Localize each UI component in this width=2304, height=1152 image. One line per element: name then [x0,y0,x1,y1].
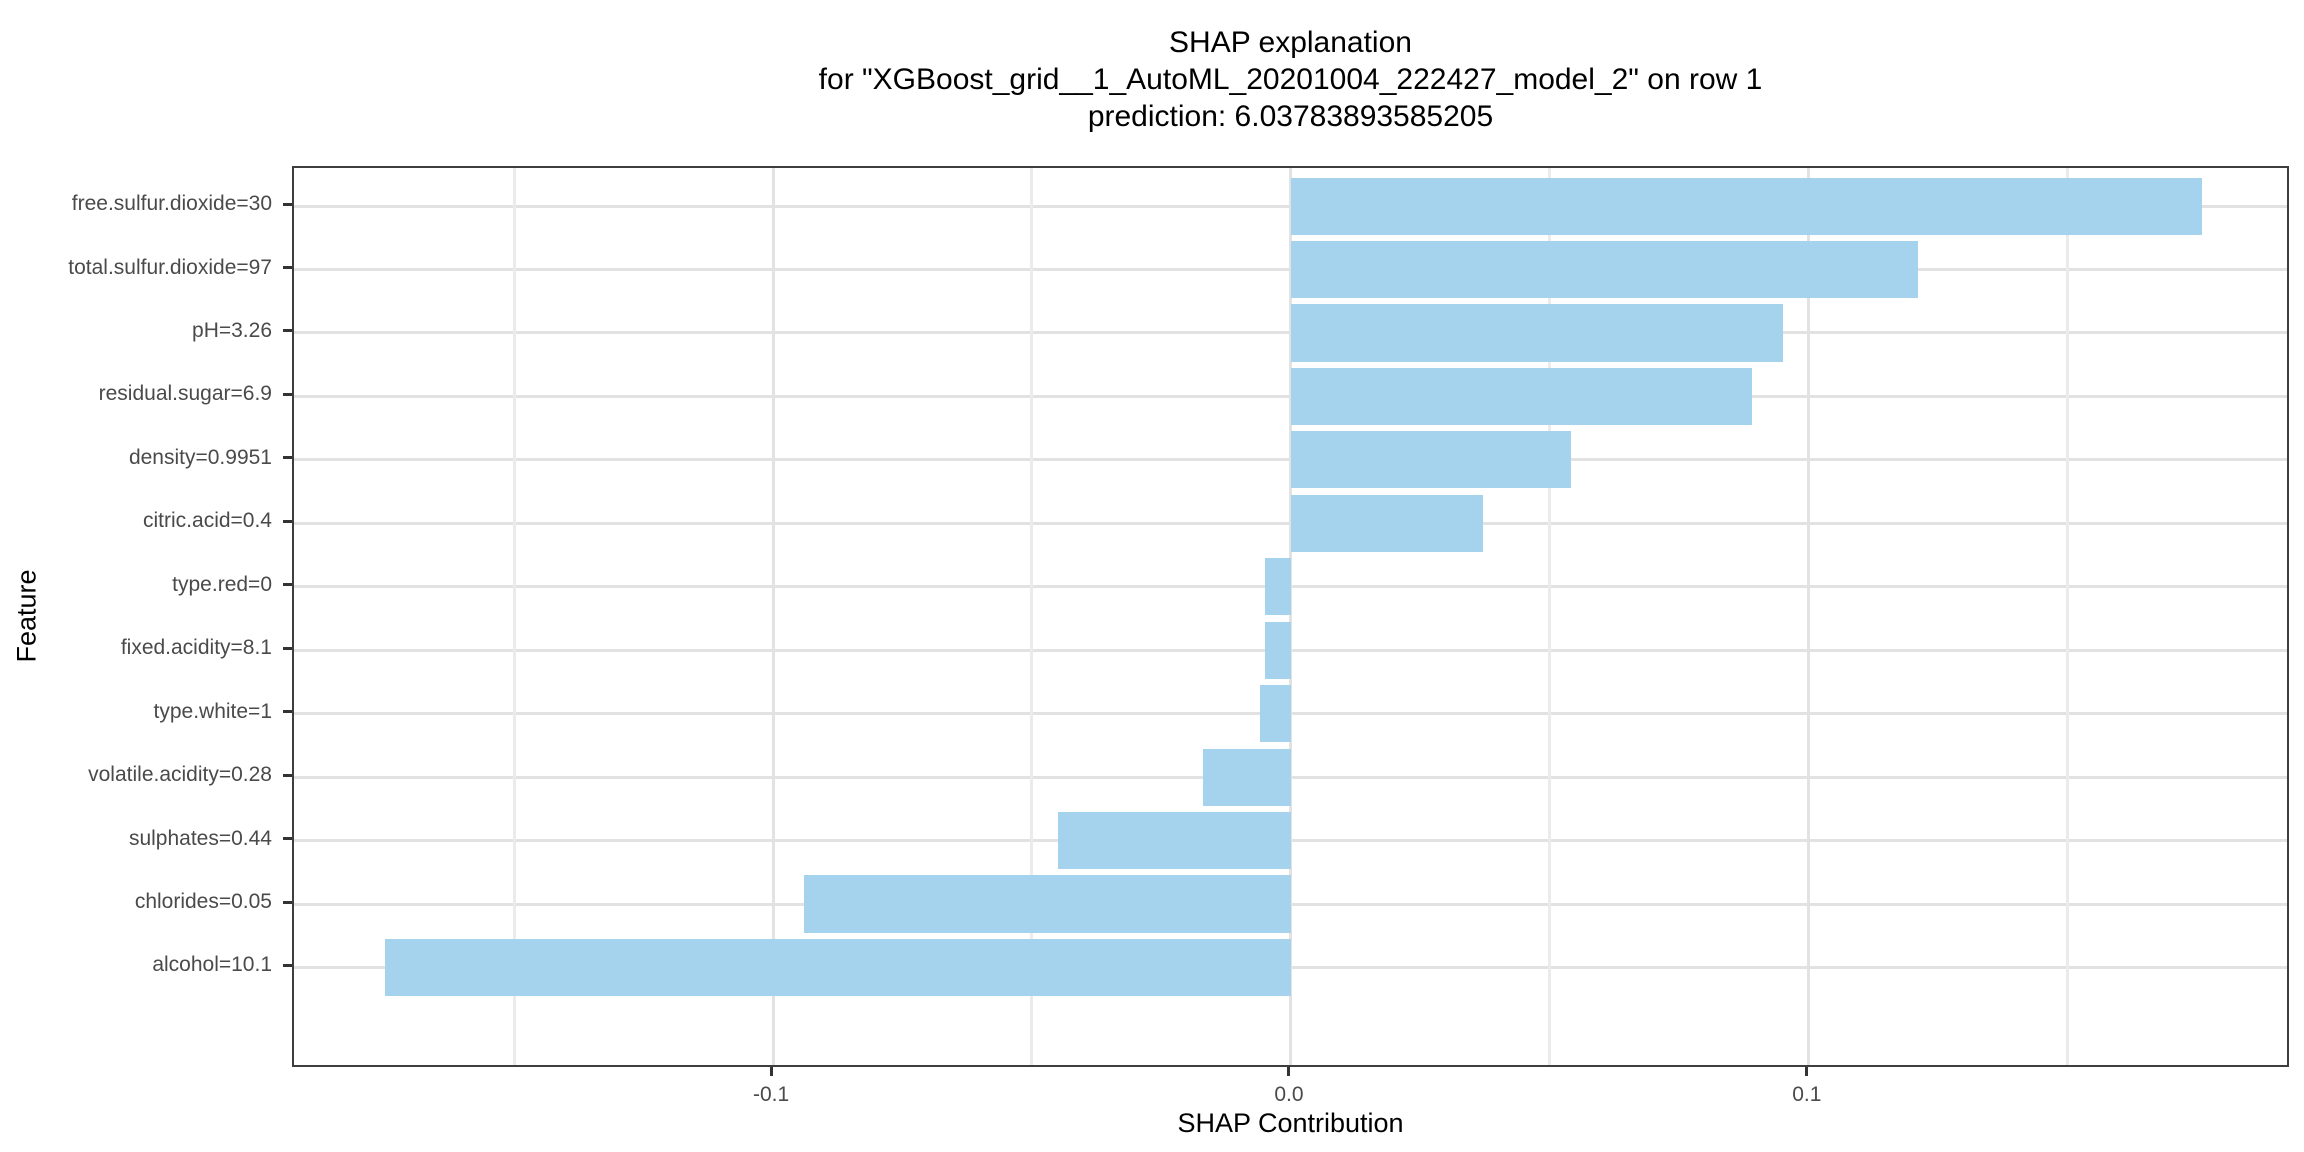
chart-subtitle-prediction: prediction: 6.03783893585205 [1087,100,1494,133]
bar-residual.sugar=6.9 [1290,367,1752,425]
y-axis-label: type.red=0 [172,572,272,596]
grid-line-vertical-minor [2066,168,2070,1065]
y-tick-mark [283,392,292,396]
bar-density=0.9951 [1290,431,1571,489]
y-tick-mark [283,963,292,967]
y-axis-labels: free.sulfur.dioxide=30 total.sulfur.dioxi… [0,166,272,1067]
grid-line-vertical-minor [1548,168,1552,1065]
x-tick-label: 0.1 [1792,1083,1822,1106]
bar-citric.acid=0.4 [1290,494,1483,552]
y-axis-label: fixed.acidity=8.1 [120,636,272,660]
bar-sulphates=0.44 [1057,812,1291,870]
y-tick-mark [283,456,292,460]
y-tick-mark [283,329,292,333]
y-tick-mark [283,646,292,650]
y-axis-label: residual.sugar=6.9 [98,382,272,406]
y-axis-label: type.white=1 [153,699,273,723]
bar-chlorides=0.05 [804,875,1291,933]
x-tick-label: 0.0 [1274,1083,1304,1106]
bar-type.red=0 [1265,558,1291,616]
grid-line-vertical-minor [512,168,516,1065]
chart-subtitle-model: for "XGBoost_grid__1_AutoML_20201004_222… [818,63,1763,96]
grid-line-vertical-minor [1030,168,1034,1065]
plot-panel [292,166,2289,1067]
y-tick-mark [283,837,292,841]
y-tick-mark [283,266,292,270]
y-tick-mark [283,710,292,714]
bar-type.white=1 [1259,685,1291,743]
bar-volatile.acidity=0.28 [1202,748,1291,806]
bar-alcohol=10.1 [384,938,1291,997]
y-axis-label: sulphates=0.44 [128,826,272,850]
y-axis-label: citric.acid=0.4 [143,509,272,533]
y-axis-label: free.sulfur.dioxide=30 [71,192,272,216]
chart-title: SHAP explanation [1169,26,1412,59]
bar-free.sulfur.dioxide=30 [1290,177,2203,235]
bar-fixed.acidity=8.1 [1265,621,1291,679]
y-tick-mark [283,900,292,904]
x-axis-title: SHAP Contribution [1177,1108,1404,1138]
y-axis-label: chlorides=0.05 [134,890,272,914]
bar-total.sulfur.dioxide=97 [1290,240,1918,299]
y-axis-label: total.sulfur.dioxide=97 [68,255,272,279]
x-tick-mark [1287,1067,1291,1076]
y-axis-label: density=0.9951 [128,445,272,469]
grid-line-vertical-major [1289,168,1293,1065]
chart-title-block: SHAP explanation for "XGBoost_grid__1_Au… [292,24,2289,135]
x-tick-label: -0.1 [752,1083,790,1106]
y-tick-mark [283,773,292,777]
grid-line-vertical-major [1807,168,1811,1065]
x-tick-mark [769,1067,773,1076]
bar-pH=3.26 [1290,304,1783,362]
y-axis-label: volatile.acidity=0.28 [88,763,272,787]
x-tick-mark [1805,1067,1809,1076]
y-tick-mark [283,202,292,206]
y-tick-mark [283,519,292,523]
grid-line-vertical-major [771,168,775,1065]
y-tick-mark [283,583,292,587]
y-axis-label: pH=3.26 [192,318,272,342]
y-axis-label: alcohol=10.1 [152,953,272,977]
